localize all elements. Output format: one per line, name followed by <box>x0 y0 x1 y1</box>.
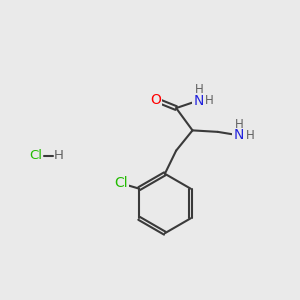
Text: H: H <box>235 118 244 130</box>
Text: N: N <box>193 94 204 108</box>
Text: N: N <box>233 128 244 142</box>
Text: O: O <box>150 93 161 107</box>
Text: Cl: Cl <box>29 149 42 162</box>
Text: H: H <box>195 83 203 96</box>
Text: H: H <box>245 129 254 142</box>
Text: Cl: Cl <box>114 176 128 190</box>
Text: H: H <box>206 94 214 107</box>
Text: H: H <box>53 149 63 162</box>
